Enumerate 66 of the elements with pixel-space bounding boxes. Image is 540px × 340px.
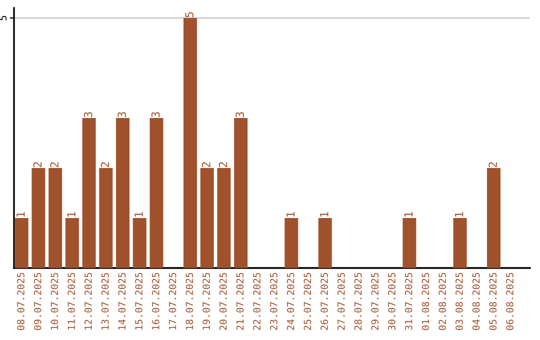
x-tick-label: 09.07.2025 bbox=[34, 272, 42, 330]
bar bbox=[284, 218, 298, 268]
bar bbox=[200, 168, 214, 268]
x-tick-label: 22.07.2025 bbox=[253, 272, 261, 330]
x-tick-label: 21.07.2025 bbox=[236, 272, 244, 330]
x-tick-label: 05.08.2025 bbox=[489, 272, 497, 330]
data-label: 5 bbox=[185, 12, 194, 18]
x-tick-label: 29.07.2025 bbox=[371, 272, 379, 330]
data-label: 2 bbox=[100, 162, 109, 168]
data-label: 3 bbox=[84, 112, 92, 118]
bar bbox=[132, 218, 146, 268]
data-label: 2 bbox=[50, 162, 58, 168]
x-tick-label: 18.07.2025 bbox=[186, 272, 194, 330]
bar bbox=[234, 118, 248, 268]
bar bbox=[318, 218, 332, 268]
data-label: 1 bbox=[455, 212, 464, 217]
data-label: 2 bbox=[488, 162, 497, 168]
x-tick-label: 31.07.2025 bbox=[404, 272, 412, 330]
x-tick-label: 03.08.2025 bbox=[456, 272, 463, 330]
bar bbox=[32, 168, 46, 268]
data-label: 1 bbox=[320, 212, 328, 217]
x-tick-label: 15.07.2025 bbox=[135, 272, 142, 330]
x-tick-label: 23.07.2025 bbox=[270, 272, 278, 330]
x-tick-label: 13.07.2025 bbox=[101, 272, 109, 330]
x-tick-label: 17.07.2025 bbox=[168, 272, 176, 330]
data-label: 1 bbox=[67, 212, 76, 217]
x-tick-label: 30.07.2025 bbox=[388, 272, 396, 330]
x-tick-label: 16.07.2025 bbox=[152, 272, 160, 330]
x-tick-label: 20.07.2025 bbox=[219, 272, 227, 330]
bar bbox=[453, 218, 467, 268]
bar bbox=[150, 118, 164, 268]
data-label: 2 bbox=[33, 162, 42, 168]
bar bbox=[65, 218, 79, 268]
data-label: 1 bbox=[134, 212, 143, 217]
data-label: 2 bbox=[202, 162, 210, 168]
x-tick-label: 02.08.2025 bbox=[438, 272, 446, 330]
bar bbox=[116, 118, 130, 268]
x-tick-label: 27.07.2025 bbox=[337, 272, 345, 330]
data-label: 1 bbox=[286, 212, 294, 217]
data-label: 2 bbox=[218, 162, 228, 168]
x-tick-label: 14.07.2025 bbox=[118, 272, 126, 330]
bar bbox=[402, 218, 416, 268]
x-tick-label: 26.07.2025 bbox=[320, 272, 328, 330]
data-label: 3 bbox=[118, 112, 126, 118]
x-tick-label: 11.07.2025 bbox=[68, 272, 76, 330]
data-label: 1 bbox=[404, 212, 413, 217]
bar bbox=[183, 18, 197, 268]
x-tick-label: 12.07.2025 bbox=[84, 272, 92, 330]
x-tick-label: 24.07.2025 bbox=[286, 272, 294, 330]
x-tick-label: 06.08.2025 bbox=[506, 272, 514, 330]
bar bbox=[487, 168, 500, 268]
bar bbox=[217, 168, 231, 268]
data-label: 3 bbox=[236, 112, 244, 118]
x-tick-label: 01.08.2025 bbox=[422, 272, 430, 330]
x-tick-label: 04.08.2025 bbox=[472, 272, 480, 330]
bar bbox=[99, 168, 113, 268]
x-tick-label: 28.07.2025 bbox=[354, 272, 362, 330]
x-tick-label: 19.07.2025 bbox=[202, 272, 210, 330]
bar bbox=[82, 118, 96, 268]
x-tick-label: 08.07.2025 bbox=[17, 272, 24, 330]
bar bbox=[48, 168, 62, 268]
data-label: 1 bbox=[16, 212, 25, 217]
x-tick-label: 10.07.2025 bbox=[50, 272, 58, 330]
data-label: 3 bbox=[151, 112, 160, 118]
x-tick-label: 25.07.2025 bbox=[304, 272, 312, 330]
bar bbox=[14, 218, 28, 268]
